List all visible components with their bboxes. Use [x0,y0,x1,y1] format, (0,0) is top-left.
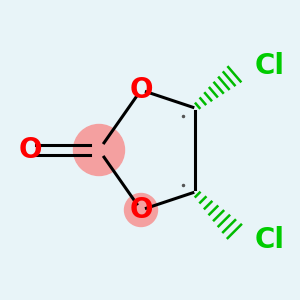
Text: O: O [18,136,42,164]
Text: Cl: Cl [255,226,285,254]
Circle shape [74,124,124,176]
Text: O: O [129,76,153,104]
Text: O: O [129,196,153,224]
Text: Cl: Cl [255,52,285,80]
Circle shape [124,194,158,226]
